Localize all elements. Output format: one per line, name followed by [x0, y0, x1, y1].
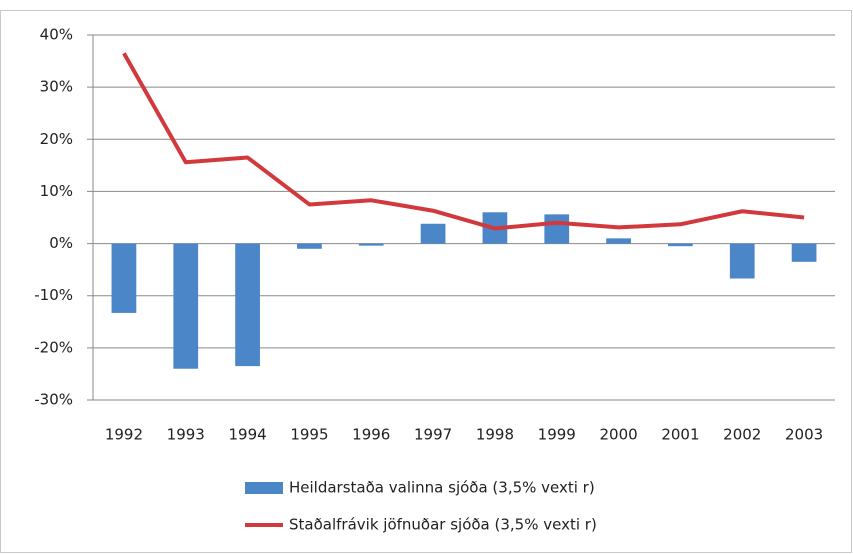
- x-tick-label: 1993: [167, 426, 205, 444]
- y-tick-label: 40%: [40, 26, 73, 44]
- x-tick-label: 2001: [661, 426, 699, 444]
- x-tick-label: 2003: [785, 426, 823, 444]
- bar: [668, 243, 693, 247]
- y-tick-label: -20%: [34, 338, 73, 356]
- y-tick-label: -10%: [34, 286, 73, 304]
- legend-label: Staðalfrávik jöfnuðar sjóða (3,5% vexti …: [289, 516, 597, 534]
- bar: [791, 243, 817, 262]
- y-tick-label: 0%: [49, 234, 73, 252]
- bar: [544, 214, 570, 244]
- bar: [729, 243, 755, 279]
- bar: [420, 223, 446, 244]
- x-tick-label: 1998: [476, 426, 514, 444]
- bar: [297, 243, 322, 249]
- bar: [358, 243, 384, 246]
- x-tick-label: 2002: [723, 426, 761, 444]
- x-tick-label: 1999: [538, 426, 576, 444]
- x-tick-label: 1997: [414, 426, 452, 444]
- chart-frame: [0, 10, 852, 553]
- y-tick-label: 20%: [40, 130, 73, 148]
- y-tick-label: 30%: [40, 78, 73, 96]
- y-tick-label: -30%: [34, 391, 73, 409]
- bar: [606, 238, 631, 244]
- x-tick-label: 1996: [352, 426, 390, 444]
- bar: [173, 243, 199, 369]
- x-tick-label: 1994: [228, 426, 266, 444]
- legend-label: Heildarstaða valinna sjóða (3,5% vexti r…: [289, 479, 595, 497]
- x-tick-label: 1992: [105, 426, 143, 444]
- line: [122, 52, 805, 231]
- x-tick-label: 1995: [290, 426, 328, 444]
- legend-swatch: [245, 482, 283, 494]
- bar: [111, 243, 137, 313]
- y-tick-label: 10%: [40, 182, 73, 200]
- bar: [235, 243, 260, 367]
- x-tick-label: 2000: [599, 426, 637, 444]
